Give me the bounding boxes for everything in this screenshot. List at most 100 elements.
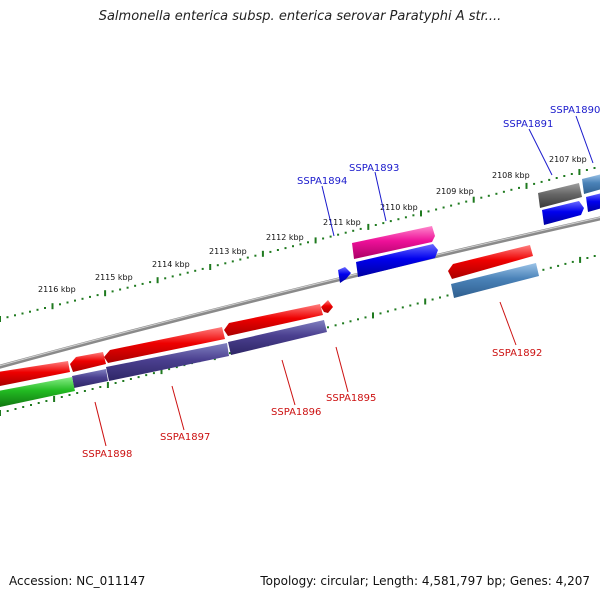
- outer-ring-minor-tick: [269, 250, 272, 253]
- outer-ring-minor-tick: [141, 282, 144, 285]
- inner-ring-minor-tick: [122, 380, 125, 382]
- leader-sspa1897: [171, 385, 185, 431]
- gene-red-small[interactable]: [321, 300, 333, 313]
- outer-ring-minor-tick: [322, 237, 325, 240]
- inner-ring-minor-tick: [83, 390, 86, 392]
- outer-ring-minor-tick: [427, 210, 430, 213]
- outer-ring-minor-tick: [59, 303, 61, 306]
- outer-ring-minor-tick: [344, 231, 347, 234]
- inner-ring-minor-tick: [30, 404, 32, 406]
- gene-sspa1893-arrow[interactable]: [352, 226, 435, 259]
- gene-sspa1898-green[interactable]: [0, 377, 75, 407]
- gene-purple-1[interactable]: [72, 369, 108, 388]
- outer-ring-minor-tick: [126, 286, 129, 289]
- outer-ring-minor-tick: [502, 190, 505, 193]
- gene-blue-arrow-1[interactable]: [356, 244, 438, 277]
- tick-label-2108: 2108 kbp: [492, 171, 530, 180]
- inner-ring-minor-tick: [394, 308, 397, 311]
- gene-sspa1891-arrow[interactable]: [538, 183, 582, 208]
- inner-ring-minor-tick: [416, 302, 419, 305]
- outer-ring-minor-tick: [292, 245, 294, 248]
- inner-ring-minor-tick: [334, 324, 337, 327]
- gene-red-2[interactable]: [70, 352, 106, 372]
- outer-ring-major-tick: [525, 182, 528, 189]
- inner-ring-minor-tick: [349, 320, 352, 323]
- inner-ring-minor-tick: [431, 298, 434, 301]
- inner-ring-major-tick: [372, 312, 374, 319]
- leader-sspa1895: [335, 346, 349, 393]
- inner-ring-minor-tick: [229, 352, 231, 355]
- gene-sspa1890b-arrow[interactable]: [586, 193, 600, 212]
- inner-ring-minor-tick: [327, 326, 329, 329]
- inner-ring-minor-tick: [542, 268, 545, 271]
- label-sspa1895: SSPA1895: [326, 393, 376, 404]
- inner-ring-minor-tick: [364, 316, 367, 319]
- outer-ring-minor-tick: [81, 297, 84, 300]
- label-sspa1892: SSPA1892: [492, 348, 542, 359]
- outer-ring-minor-tick: [593, 167, 596, 169]
- outer-ring-major-tick: [578, 169, 581, 175]
- inner-ring-minor-tick: [145, 374, 148, 377]
- outer-ring-minor-tick: [29, 310, 31, 313]
- leader-sspa1890: [575, 115, 594, 164]
- gene-blue-arrow-2[interactable]: [542, 201, 584, 225]
- outer-ring-major-tick: [314, 237, 317, 244]
- gene-sspa1890-arrow[interactable]: [582, 174, 600, 194]
- outer-ring-minor-tick: [111, 290, 114, 293]
- label-sspa1893: SSPA1893: [349, 163, 399, 174]
- outer-ring-minor-tick: [412, 214, 415, 217]
- gene-sspa1897-purple[interactable]: [106, 343, 229, 381]
- gene-red-4[interactable]: [224, 304, 323, 336]
- inner-ring-minor-tick: [91, 388, 94, 390]
- inner-ring-minor-tick: [379, 312, 382, 315]
- accession-text: Accession: NC_011147: [9, 574, 146, 588]
- inner-ring-minor-tick: [60, 396, 63, 398]
- outer-ring-minor-tick: [186, 271, 189, 274]
- outer-ring-minor-tick: [299, 243, 302, 246]
- inner-ring-minor-tick: [37, 402, 40, 404]
- outer-ring-minor-tick: [231, 260, 234, 263]
- outer-ring-minor-tick: [246, 256, 249, 259]
- outer-ring-minor-tick: [540, 180, 543, 183]
- outer-ring-major-tick: [261, 250, 264, 257]
- gene-red-3[interactable]: [104, 327, 225, 363]
- gene-red-1[interactable]: [0, 361, 70, 386]
- inner-ring-minor-tick: [593, 255, 596, 257]
- inner-ring-minor-tick: [386, 310, 389, 313]
- outer-ring-minor-tick: [352, 229, 355, 232]
- outer-ring-major-tick: [104, 290, 107, 297]
- genome-summary-text: Topology: circular; Length: 4,581,797 bp…: [260, 574, 590, 588]
- outer-ring-minor-tick: [96, 294, 99, 297]
- outer-ring-minor-tick: [74, 299, 76, 302]
- leader-sspa1893: [374, 171, 387, 222]
- inner-ring-minor-tick: [439, 296, 441, 299]
- inner-ring-minor-tick: [549, 266, 552, 269]
- gene-sspa1896-purple[interactable]: [228, 320, 327, 355]
- outer-ring-minor-tick: [36, 308, 39, 311]
- inner-ring-minor-tick: [45, 400, 48, 402]
- leader-sspa1896: [281, 359, 296, 406]
- outer-ring-minor-tick: [382, 222, 385, 225]
- label-sspa1890: SSPA1890: [550, 105, 600, 116]
- inner-ring-minor-tick: [168, 368, 171, 371]
- outer-ring-minor-tick: [404, 216, 407, 219]
- inner-ring-major-tick: [106, 382, 109, 388]
- inner-ring-minor-tick: [76, 392, 79, 394]
- outer-ring-minor-tick: [480, 196, 483, 199]
- gene-sspa1894-arrow[interactable]: [338, 267, 351, 283]
- tick-label-2116: 2116 kbp: [38, 285, 76, 294]
- label-sspa1898: SSPA1898: [82, 449, 132, 460]
- outer-ring-minor-tick: [149, 281, 152, 284]
- inner-ring-minor-tick: [175, 366, 178, 369]
- outer-ring-minor-tick: [548, 178, 551, 181]
- gene-sspa1892-steel[interactable]: [451, 263, 539, 298]
- map-title: Salmonella enterica subsp. enterica sero…: [98, 9, 502, 24]
- outer-ring-minor-tick: [495, 192, 498, 195]
- inner-ring-major-tick: [53, 396, 56, 402]
- inner-ring-minor-tick: [68, 394, 71, 396]
- gene-sspa1892-red[interactable]: [448, 245, 533, 279]
- outer-ring-minor-tick: [134, 284, 137, 287]
- inner-ring-minor-tick: [99, 386, 102, 388]
- inner-ring-minor-tick: [14, 408, 17, 410]
